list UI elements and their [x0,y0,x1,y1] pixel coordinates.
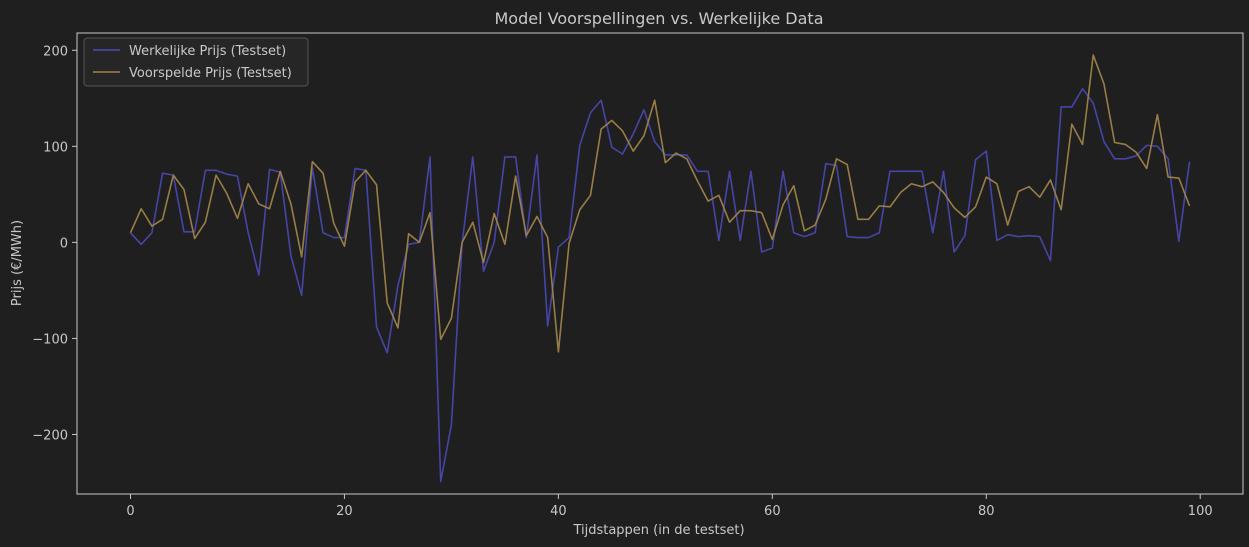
y-tick-label: −100 [32,332,68,347]
predicted-price-line [129,54,1191,353]
series-layer [129,54,1191,483]
y-tick-label: −200 [32,428,68,443]
x-tick-label: 80 [978,504,995,519]
legend: Werkelijke Prijs (Testset) Voorspelde Pr… [83,37,309,87]
x-axis-label: Tijdstappen (in de testset) [572,523,744,538]
y-tick-label: 100 [43,140,68,155]
legend-box [83,37,309,87]
ticks-layer: 0 20 40 60 80 100 −200 −100 0 100 200 [32,44,1212,519]
y-tick-label: 200 [43,44,68,59]
x-tick-label: 40 [550,504,567,519]
actual-price-line [129,87,1191,483]
legend-label-actual: Werkelijke Prijs (Testset) [129,44,286,59]
x-tick-label: 60 [764,504,781,519]
legend-label-predicted: Voorspelde Prijs (Testset) [129,66,292,81]
y-tick-label: 0 [60,236,68,251]
x-tick-label: 20 [336,504,353,519]
x-tick-label: 0 [126,504,134,519]
y-axis-label: Prijs (€/MWh) [10,220,25,306]
x-tick-label: 100 [1188,504,1213,519]
chart-title: Model Voorspellingen vs. Werkelijke Data [494,9,823,28]
plot-frame [76,32,1244,495]
